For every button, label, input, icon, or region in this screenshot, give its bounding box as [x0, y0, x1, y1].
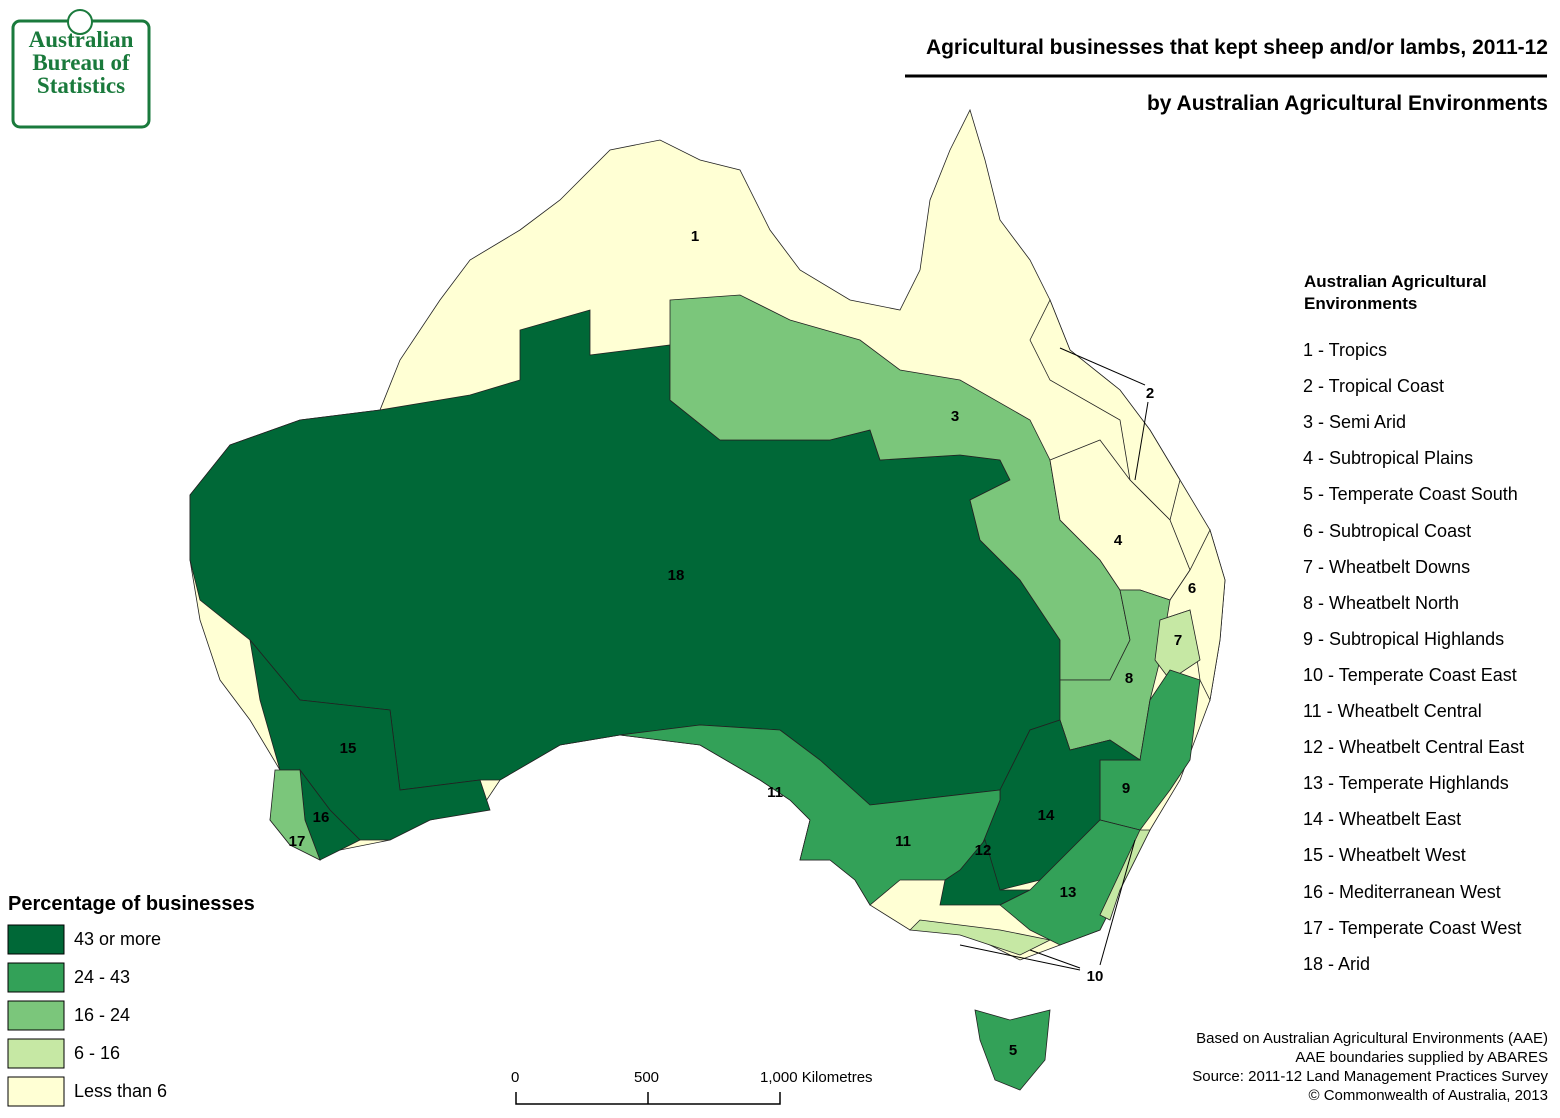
region: [974, 1009, 1051, 1091]
scale-line: [515, 1092, 781, 1105]
source-line: Source: 2011-12 Land Management Practice…: [1192, 1068, 1548, 1085]
leader-line: [1029, 949, 1081, 969]
region-label: 7: [1174, 632, 1182, 649]
scale-label: 500: [634, 1069, 660, 1086]
legend-swatch: [7, 962, 65, 993]
region-label: 16: [313, 809, 330, 826]
legend-swatch: [7, 1038, 65, 1069]
legend-label: 6 - 16: [74, 1043, 121, 1063]
region: [619, 724, 1001, 906]
region: [909, 919, 1052, 956]
aae-legend-item: 6 - Subtropical Coast: [1303, 520, 1472, 541]
aae-legend-item: 8 - Wheatbelt North: [1303, 592, 1460, 613]
logo-line: Australian: [28, 27, 134, 52]
region: [1029, 299, 1181, 521]
region-label: 5: [1009, 1042, 1017, 1059]
region-label: 2: [1146, 385, 1154, 402]
legend-swatch: [7, 1076, 65, 1107]
source: Based on Australian Agricultural Environ…: [1192, 1029, 1548, 1105]
scale-label: 1,000 Kilometres: [760, 1069, 873, 1086]
aae-legend-item: 13 - Temperate Highlands: [1303, 773, 1509, 794]
scale-label: 0: [511, 1069, 520, 1086]
aae-legend-item: 4 - Subtropical Plains: [1303, 448, 1474, 469]
region-label: 17: [289, 833, 306, 850]
legend-label: 24 - 43: [74, 967, 131, 987]
leader-line: [1099, 839, 1136, 966]
logo-crest: [67, 9, 93, 35]
region-label: 8: [1125, 670, 1133, 687]
subtitle: by Australian Agricultural Environments: [1146, 92, 1548, 115]
logo-line: Bureau of: [32, 50, 130, 75]
percent-legend-title: Percentage of businesses: [8, 893, 255, 915]
leader-line: [1134, 401, 1149, 481]
logo-text: Australian Bureau of Statistics: [16, 28, 146, 97]
aae-legend-item: 17 - Temperate Coast West: [1303, 917, 1522, 938]
region-label: 1: [691, 228, 699, 245]
region: [269, 769, 321, 861]
legend-swatch: [7, 1000, 65, 1031]
leader-lines: [959, 347, 1149, 971]
legend-label: Less than 6: [74, 1081, 168, 1101]
aae-legend-item: 7 - Wheatbelt Downs: [1303, 556, 1471, 577]
source-line: Based on Australian Agricultural Environ…: [1196, 1030, 1548, 1047]
region: [1154, 609, 1201, 681]
aae-legend-item: 12 - Wheatbelt Central East: [1303, 737, 1525, 758]
aae-legend-item: 9 - Subtropical Highlands: [1303, 628, 1505, 649]
aae-legend-item: 5 - Temperate Coast South: [1303, 484, 1518, 505]
region-label: 15: [340, 740, 357, 757]
region-label: 11: [895, 833, 911, 850]
region-label: 9: [1122, 780, 1130, 797]
aae-legend-title: Australian Agricultural Environments: [1304, 272, 1487, 313]
source-line: AAE boundaries supplied by ABARES: [1295, 1049, 1548, 1066]
region-label: 18: [668, 567, 685, 584]
aae-legend-item: 15 - Wheatbelt West: [1303, 845, 1466, 866]
region-label: 4: [1114, 532, 1123, 549]
region-label: 3: [951, 408, 959, 425]
legend-label: 16 - 24: [74, 1005, 131, 1025]
legend-swatch: [7, 924, 65, 955]
aae-legend-item: 3 - Semi Arid: [1303, 412, 1407, 433]
aae-legend-item: 2 - Tropical Coast: [1303, 376, 1445, 397]
scale-bar: [515, 1092, 781, 1105]
leader-line: [959, 944, 1081, 971]
percent-legend-swatches: [7, 924, 65, 1107]
logo: [11, 9, 151, 129]
aae-legend-item: 18 - Arid: [1303, 953, 1371, 974]
region-label: 13: [1060, 884, 1077, 901]
aae-legend-item: 14 - Wheatbelt East: [1303, 809, 1462, 830]
aae-legend-item: 16 - Mediterranean West: [1303, 881, 1501, 902]
source-line: © Commonwealth of Australia, 2013: [1308, 1087, 1548, 1104]
legend-label: 43 or more: [74, 929, 162, 949]
region-label: 12: [975, 842, 992, 859]
region-label: 10: [1087, 968, 1104, 985]
region-label: 11: [767, 784, 783, 801]
title: Agricultural businesses that kept sheep …: [925, 36, 1548, 59]
leader-line: [1059, 347, 1146, 386]
aae-legend-item: 1 - Tropics: [1303, 340, 1388, 360]
region-label: 14: [1038, 807, 1055, 824]
region-label: 6: [1188, 580, 1196, 597]
logo-line: Statistics: [36, 73, 126, 98]
aae-legend-item: 10 - Temperate Coast East: [1303, 664, 1517, 685]
aae-legend-item: 11 - Wheatbelt Central: [1303, 701, 1482, 721]
